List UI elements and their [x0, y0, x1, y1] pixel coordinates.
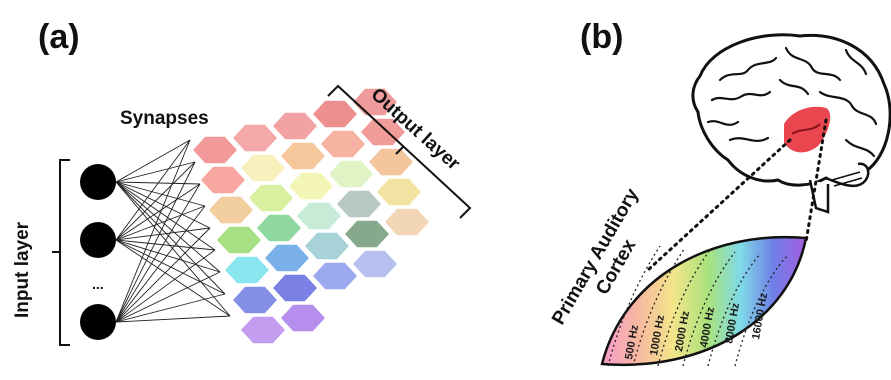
output-neuron-hex [222, 255, 272, 285]
output-neuron-hex [302, 231, 352, 261]
output-neuron-hex [366, 147, 416, 177]
input-layer-label: Input layer [12, 221, 33, 318]
synapse-line [115, 249, 216, 323]
synapse-line [115, 183, 201, 241]
synapse-line [115, 205, 206, 323]
tonotopic-map: 500 Hz 1000 Hz 2000 Hz 4000 Hz 8000 Hz 16000 … [600, 235, 808, 367]
output-neuron-hex [318, 129, 368, 159]
output-neuron-hex [310, 99, 360, 129]
synapse-line [115, 239, 216, 251]
synapse-line [115, 161, 196, 183]
output-neuron-hex [246, 183, 296, 213]
input-layer-bracket [52, 159, 70, 346]
output-neuron-hex [254, 213, 304, 243]
synapse-line [115, 161, 196, 241]
output-neuron-hex [262, 243, 312, 273]
synapse-lines [115, 139, 231, 323]
frequency-boundary [657, 249, 711, 367]
synapse-line [115, 139, 191, 183]
output-neuron-hex [278, 141, 328, 171]
frequency-boundary [682, 251, 736, 367]
output-neuron-hex [382, 207, 432, 237]
zoom-line-right [804, 118, 828, 244]
output-neuron-hex [270, 111, 320, 141]
output-hex-grid [190, 87, 432, 345]
output-neuron-hex [238, 153, 288, 183]
synapse-line [115, 227, 211, 241]
brain-illustration [691, 33, 891, 214]
synapse-line [115, 181, 231, 317]
ellipsis-label: ... [92, 276, 104, 292]
synapse-line [115, 239, 221, 273]
synapse-line [115, 205, 206, 241]
synapse-line [115, 139, 191, 323]
synapse-line [115, 181, 226, 295]
frequency-boundary [607, 245, 661, 367]
synapse-line [115, 227, 211, 323]
panel-b: (b) Primary Auditory Cortex 500 Hz 1000 H… [548, 18, 891, 367]
synapse-line [115, 271, 221, 323]
frequency-boundary [632, 247, 686, 367]
output-neuron-hex [294, 201, 344, 231]
output-neuron-hex [198, 165, 248, 195]
output-neuron-hex [230, 285, 280, 315]
input-neuron [80, 164, 116, 200]
output-neuron-hex [214, 225, 264, 255]
output-neuron-hex [190, 135, 240, 165]
zoom-line-left [646, 138, 792, 272]
synapse-line [115, 181, 221, 273]
output-layer-bracket [327, 84, 472, 219]
synapse-line [115, 239, 231, 317]
tonotopic-lens [600, 235, 808, 367]
synapse-line [115, 315, 231, 323]
cerebellum [825, 162, 870, 188]
output-neuron-hex [286, 171, 336, 201]
output-neuron-hex [342, 219, 392, 249]
output-neuron-hex [206, 195, 256, 225]
frequency-boundary [734, 255, 788, 367]
panel-a-label: (a) [38, 18, 80, 56]
synapses-label: Synapses [120, 108, 209, 129]
brain-gyri [706, 46, 878, 158]
synapse-line [115, 293, 226, 323]
synapse-line [115, 183, 201, 323]
output-neuron-hex [230, 123, 280, 153]
output-neuron-hex [310, 261, 360, 291]
output-neuron-hex [326, 159, 376, 189]
synapse-line [115, 181, 206, 207]
input-neuron [80, 222, 116, 258]
synapse-line [115, 161, 196, 323]
output-neuron-hex [374, 177, 424, 207]
output-neuron-hex [334, 189, 384, 219]
synapse-line [115, 181, 216, 251]
input-neuron [80, 304, 116, 340]
cerebellum-folds [831, 171, 863, 187]
output-neuron-hex [270, 273, 320, 303]
output-neuron-hex [350, 249, 400, 279]
panel-a: (a) Input layer ... Synapses Output laye… [12, 18, 472, 346]
panel-b-label: (b) [580, 18, 623, 56]
output-neuron-hex [238, 315, 288, 345]
synapse-line [115, 139, 191, 241]
highlight-sulcus [791, 123, 821, 135]
output-neuron-hex [278, 303, 328, 333]
frequency-boundary [707, 253, 761, 367]
